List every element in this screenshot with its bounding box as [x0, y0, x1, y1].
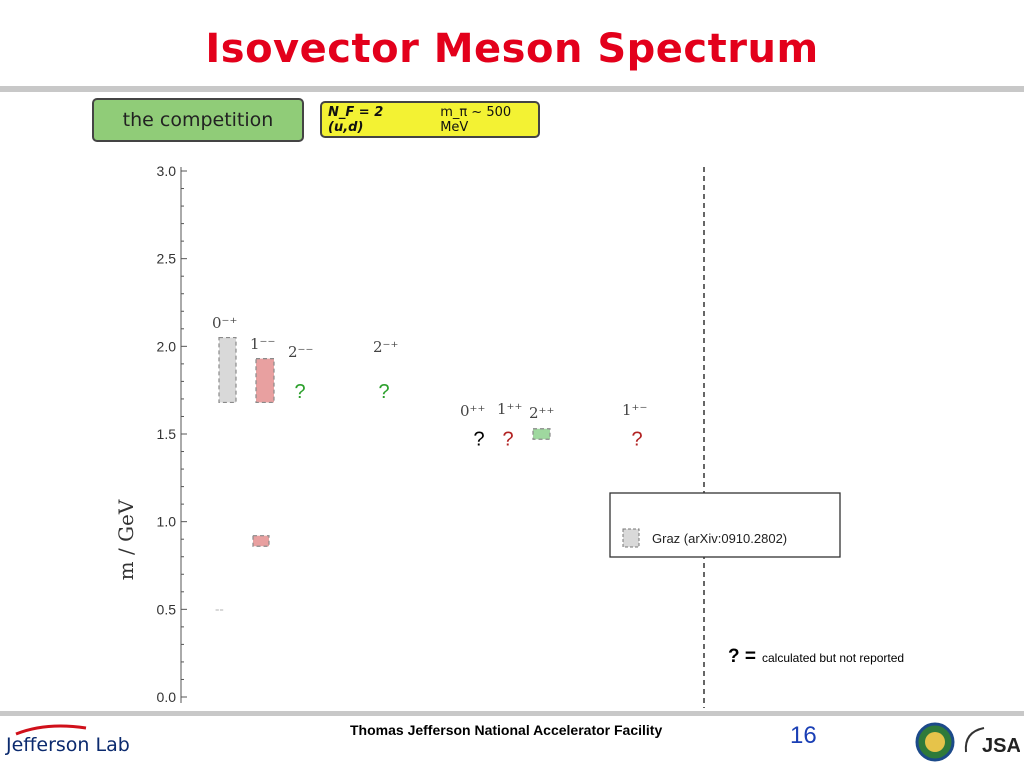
y-tick-label: 0.0: [157, 689, 177, 705]
swoosh-icon: [15, 724, 87, 736]
competition-badge: the competition: [92, 98, 304, 142]
annotation-text: calculated but not reported: [762, 651, 904, 665]
jsa-logo: JSA: [962, 722, 1021, 762]
annotation-symbol: ? =: [728, 646, 756, 667]
legend-box: [609, 492, 841, 558]
parameters-badge: N_F = 2 (u,d) m_π ~ 500 MeV: [320, 101, 540, 138]
legend-swatch: [622, 528, 640, 548]
question-mark: ?: [294, 381, 305, 403]
question-mark: ?: [378, 381, 389, 403]
y-tick-label: 1.5: [157, 426, 177, 442]
question-mark: ?: [473, 429, 484, 451]
y-tick-label: 1.0: [157, 514, 177, 530]
mass-marks: [218, 336, 551, 547]
top-divider: [0, 86, 1024, 92]
y-tick-label: 2.0: [157, 338, 177, 354]
page-number: 16: [790, 722, 817, 749]
channel-label: 0⁻⁺: [212, 314, 237, 332]
channel-labels: 0⁻⁺ -- 1⁻⁻ 2⁻⁻ 2⁻⁺ 0⁺⁺ 1⁺⁺ 2⁺⁺ 1⁺⁻: [212, 314, 647, 617]
slide-title: Isovector Meson Spectrum: [205, 26, 819, 72]
annotation: ? = calculated but not reported: [728, 646, 904, 667]
jsa-logo-text: JSA: [982, 735, 1020, 757]
channel-label: 2⁻⁺: [373, 338, 398, 356]
channel-label: 1⁺⁺: [497, 400, 522, 418]
mass-box: [218, 336, 237, 404]
y-ticks: 0.0 0.5 1.0 1.5 2.0 2.5 3.0: [157, 163, 187, 705]
footer-organization: Thomas Jefferson National Accelerator Fa…: [350, 722, 663, 738]
legend: Graz (arXiv:0910.2802): [609, 492, 841, 558]
y-axis-label: m / GeV: [114, 499, 138, 580]
pion-level-label: --: [215, 602, 224, 617]
question-mark: ?: [631, 429, 642, 451]
spectrum-chart: 0.0 0.5 1.0 1.5 2.0 2.5 3.0 0⁻⁺ -- 1⁻⁻ 2⁻⁻ 2⁻⁺ 0⁺⁺ 1…: [114, 163, 904, 708]
question-mark: ?: [502, 429, 513, 451]
bottom-divider: [0, 711, 1024, 716]
mass-box: [255, 358, 275, 404]
nf-label: N_F = 2 (u,d): [328, 104, 384, 135]
jsa-swoosh-icon: JSA: [964, 727, 1021, 757]
channel-label: 2⁺⁺: [529, 404, 554, 422]
question-marks: ?????: [294, 381, 642, 450]
y-tick-label: 3.0: [157, 163, 177, 179]
jefferson-lab-logo: Jefferson Lab: [6, 720, 166, 764]
channel-label: 2⁻⁻: [288, 343, 313, 361]
channel-label: 0⁺⁺: [460, 402, 485, 420]
mass-box: [532, 428, 551, 440]
jefferson-lab-logo-text: Jefferson Lab: [6, 734, 130, 756]
pion-mass-label: m_π ~ 500 MeV: [440, 104, 512, 135]
legend-label: Graz (arXiv:0910.2802): [652, 531, 787, 546]
mass-box: [252, 535, 270, 547]
y-tick-label: 0.5: [157, 601, 177, 617]
y-tick-label: 2.5: [157, 251, 177, 267]
doe-seal-icon: [915, 722, 955, 762]
channel-label: 1⁻⁻: [250, 335, 275, 353]
channel-label: 1⁺⁻: [622, 401, 647, 419]
